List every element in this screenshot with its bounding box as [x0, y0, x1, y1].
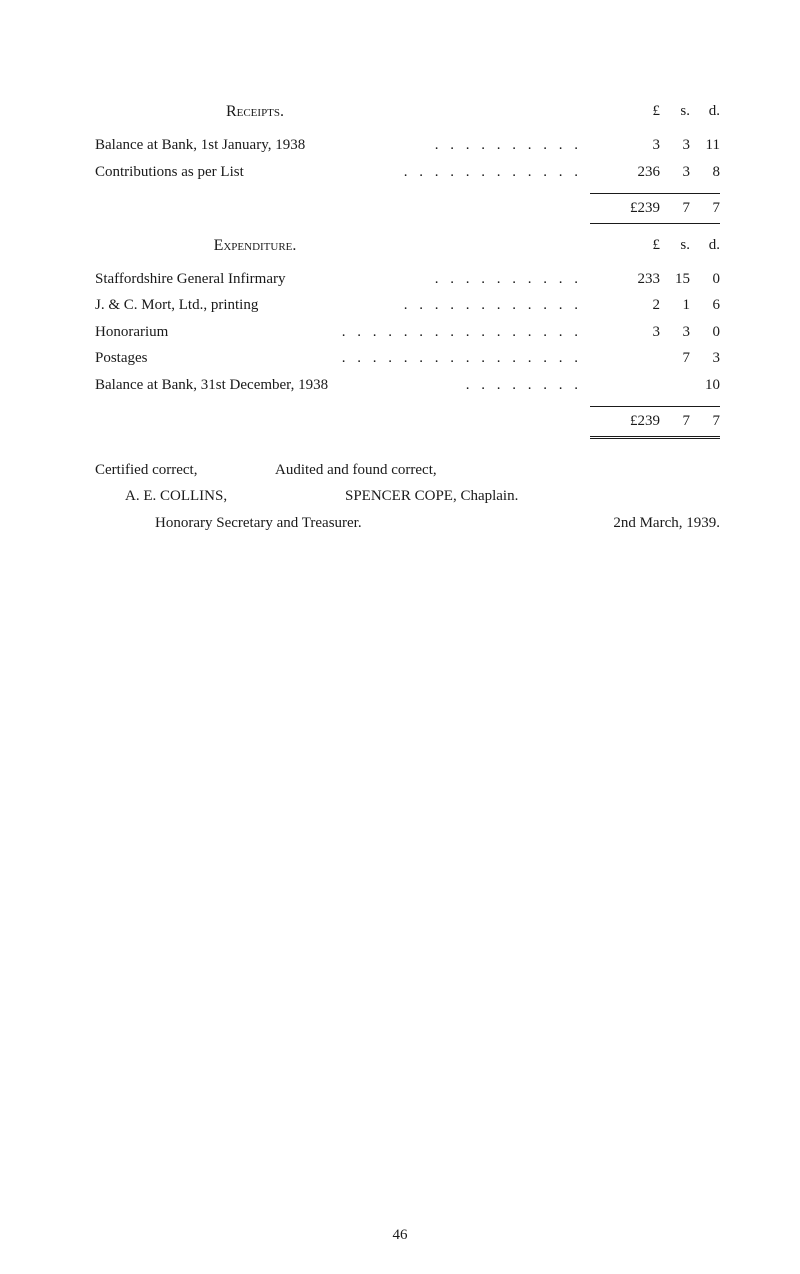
item-desc: Staffordshire General Infirmary: [95, 268, 427, 291]
cert-correct: Certified correct,: [95, 459, 275, 482]
cert-line-3: Honorary Secretary and Treasurer. 2nd Ma…: [95, 512, 720, 535]
pounds-header: £: [610, 234, 660, 264]
pence-val: 0: [690, 268, 720, 291]
amount-col: 3 3 0: [590, 321, 720, 344]
dots: . . . . . . . . . . . .: [404, 161, 582, 184]
expenditure-item-row: J. & C. Mort, Ltd., printing . . . . . .…: [95, 294, 720, 317]
item-desc: Postages: [95, 347, 334, 370]
total-shillings: 7: [660, 410, 690, 433]
receipts-header-row: Receipts. £ s. d.: [95, 100, 720, 130]
shillings-val: 3: [660, 161, 690, 184]
pounds-val: 2: [610, 294, 660, 317]
item-desc: Balance at Bank, 31st December, 1938: [95, 374, 458, 397]
expenditure-item-row: Honorarium . . . . . . . . . . . . . . .…: [95, 321, 720, 344]
pence-val: 3: [690, 347, 720, 370]
shillings-header: s.: [660, 234, 690, 264]
shillings-val: 3: [660, 134, 690, 157]
dots: . . . . . . . . . . . .: [404, 294, 582, 317]
page-number: 46: [393, 1227, 408, 1244]
shillings-val: 1: [660, 294, 690, 317]
receipts-total-row: £239 7 7: [95, 193, 720, 224]
pence-val: 6: [690, 294, 720, 317]
total-final: £239 7 7: [590, 406, 720, 439]
receipts-item-row: Contributions as per List . . . . . . . …: [95, 161, 720, 184]
expenditure-item-row: Staffordshire General Infirmary . . . . …: [95, 268, 720, 291]
expenditure-header-row: Expenditure. £ s. d.: [95, 234, 720, 264]
total-pence: 7: [690, 197, 720, 220]
receipts-heading: Receipts.: [95, 100, 415, 124]
total-pounds: £239: [610, 410, 660, 433]
cert-name-left: A. E. COLLINS,: [95, 485, 275, 508]
cert-line-1: Certified correct, Audited and found cor…: [95, 459, 720, 482]
receipts-item-row: Balance at Bank, 1st January, 1938 . . .…: [95, 134, 720, 157]
amount-col: 2 1 6: [590, 294, 720, 317]
currency-header: £ s. d.: [590, 234, 720, 264]
total-amounts: £239 7 7: [590, 193, 720, 224]
pence-val: 0: [690, 321, 720, 344]
item-desc: Balance at Bank, 1st January, 1938: [95, 134, 427, 157]
amount-col: 233 15 0: [590, 268, 720, 291]
pence-val: 11: [690, 134, 720, 157]
item-desc: Honorarium: [95, 321, 334, 344]
amount-col: 3 3 11: [590, 134, 720, 157]
cert-date: 2nd March, 1939.: [540, 512, 720, 535]
total-pounds: £239: [610, 197, 660, 220]
shillings-header: s.: [660, 100, 690, 130]
shillings-val: 3: [660, 321, 690, 344]
pounds-header: £: [610, 100, 660, 130]
expenditure-heading: Expenditure.: [95, 234, 415, 258]
pounds-val: 3: [610, 321, 660, 344]
item-desc: Contributions as per List: [95, 161, 396, 184]
shillings-val: [660, 374, 690, 397]
cert-audited: Audited and found correct,: [275, 459, 720, 482]
currency-header: £ s. d.: [590, 100, 720, 130]
pence-val: 10: [690, 374, 720, 397]
pounds-val: [610, 374, 660, 397]
shillings-val: 15: [660, 268, 690, 291]
document-content: Receipts. £ s. d. Balance at Bank, 1st J…: [95, 100, 720, 534]
cert-title-left: Honorary Secretary and Treasurer.: [95, 512, 540, 535]
pence-header: d.: [690, 100, 720, 130]
pounds-val: 3: [610, 134, 660, 157]
amount-col: 236 3 8: [590, 161, 720, 184]
item-desc: J. & C. Mort, Ltd., printing: [95, 294, 396, 317]
total-pence: 7: [690, 410, 720, 433]
dots: . . . . . . . . . . . . . . . .: [342, 321, 582, 344]
cert-name-right: SPENCER COPE, Chaplain.: [275, 485, 720, 508]
pounds-val: [610, 347, 660, 370]
certification-section: Certified correct, Audited and found cor…: [95, 459, 720, 535]
amount-col: 10: [590, 374, 720, 397]
expenditure-total-row: £239 7 7: [95, 406, 720, 439]
dots: . . . . . . . . . . . . . . . .: [342, 347, 582, 370]
pounds-val: 233: [610, 268, 660, 291]
total-shillings: 7: [660, 197, 690, 220]
shillings-val: 7: [660, 347, 690, 370]
amount-col: 7 3: [590, 347, 720, 370]
dots: . . . . . . . . . .: [435, 268, 582, 291]
expenditure-item-row: Postages . . . . . . . . . . . . . . . .…: [95, 347, 720, 370]
pounds-val: 236: [610, 161, 660, 184]
expenditure-item-row: Balance at Bank, 31st December, 1938 . .…: [95, 374, 720, 397]
cert-line-2: A. E. COLLINS, SPENCER COPE, Chaplain.: [95, 485, 720, 508]
pence-val: 8: [690, 161, 720, 184]
pence-header: d.: [690, 234, 720, 264]
dots: . . . . . . . . . .: [435, 134, 582, 157]
dots: . . . . . . . .: [466, 374, 582, 397]
